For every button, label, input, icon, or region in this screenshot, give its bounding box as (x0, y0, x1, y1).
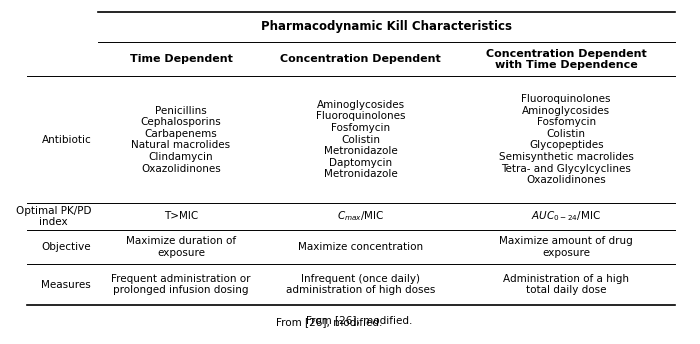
Text: Maximize amount of drug
exposure: Maximize amount of drug exposure (499, 236, 633, 258)
Text: From [26], modified.: From [26], modified. (306, 315, 412, 325)
Text: Maximize concentration: Maximize concentration (298, 242, 424, 252)
Text: T>MIC: T>MIC (164, 211, 198, 221)
Text: Maximize duration of
exposure: Maximize duration of exposure (126, 236, 236, 258)
Text: Aminoglycosides
Fluoroquinolones
Fosfomycin
Colistin
Metronidazole
Daptomycin
Me: Aminoglycosides Fluoroquinolones Fosfomy… (316, 100, 405, 179)
Text: $C_{max}$/MIC: $C_{max}$/MIC (337, 209, 384, 223)
Text: Concentration Dependent
with Time Dependence: Concentration Dependent with Time Depend… (486, 49, 647, 70)
Text: Fluoroquinolones
Aminoglycosides
Fosfomycin
Colistin
Glycopeptides
Semisynthetic: Fluoroquinolones Aminoglycosides Fosfomy… (499, 94, 634, 185)
Text: Antibiotic: Antibiotic (41, 135, 91, 144)
Text: Objective: Objective (41, 242, 91, 252)
Text: From [26], modified.: From [26], modified. (276, 317, 382, 327)
Text: $AUC_{0-24}$/MIC: $AUC_{0-24}$/MIC (531, 209, 601, 223)
Text: Administration of a high
total daily dose: Administration of a high total daily dos… (503, 274, 629, 295)
Text: Measures: Measures (41, 280, 91, 290)
Text: Infrequent (once daily)
administration of high doses: Infrequent (once daily) administration o… (286, 274, 435, 295)
Text: Frequent administration or
prolonged infusion dosing: Frequent administration or prolonged inf… (111, 274, 251, 295)
Text: Pharmacodynamic Kill Characteristics: Pharmacodynamic Kill Characteristics (261, 21, 512, 33)
Text: Optimal PK/PD
index: Optimal PK/PD index (15, 206, 91, 227)
Text: From [26], modified.: From [26], modified. (306, 315, 412, 325)
Text: Penicillins
Cephalosporins
Carbapenems
Natural macrolides
Clindamycin
Oxazolidin: Penicillins Cephalosporins Carbapenems N… (132, 106, 230, 174)
Text: Concentration Dependent: Concentration Dependent (281, 54, 441, 64)
Text: Time Dependent: Time Dependent (130, 54, 232, 64)
